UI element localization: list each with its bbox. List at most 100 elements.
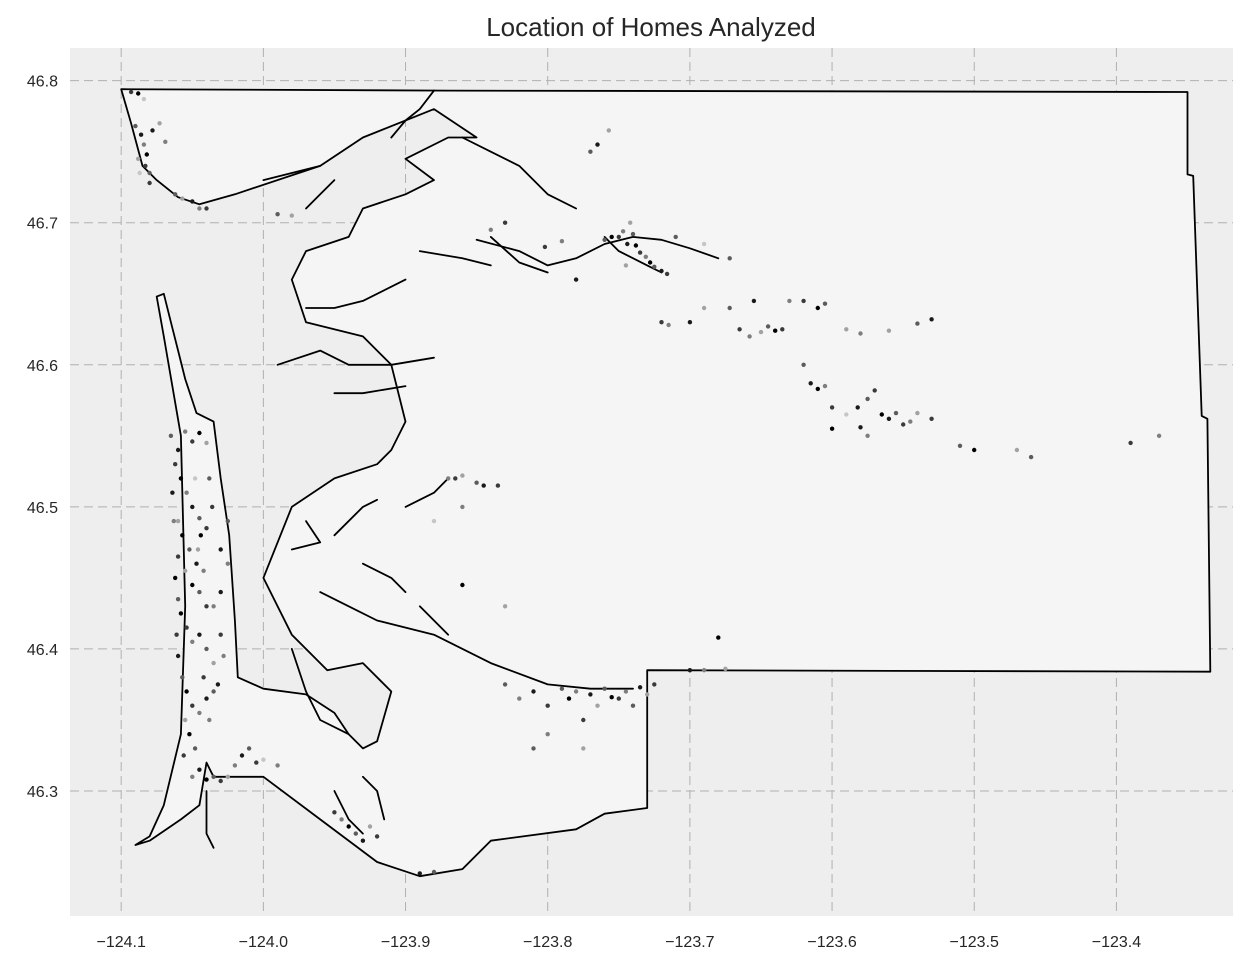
home-point bbox=[170, 490, 175, 495]
home-point bbox=[573, 277, 579, 282]
home-point bbox=[197, 767, 202, 772]
home-point bbox=[431, 869, 437, 875]
home-point bbox=[225, 518, 230, 524]
home-point bbox=[190, 199, 195, 204]
home-point bbox=[204, 604, 209, 609]
home-point bbox=[801, 298, 806, 304]
home-point bbox=[595, 703, 600, 708]
home-point bbox=[1014, 447, 1020, 453]
home-point bbox=[652, 682, 657, 687]
home-point bbox=[602, 686, 607, 691]
home-point bbox=[630, 231, 636, 237]
home-point bbox=[559, 239, 565, 244]
home-point bbox=[225, 561, 230, 566]
home-point bbox=[815, 386, 820, 392]
home-point bbox=[210, 504, 215, 510]
home-point bbox=[183, 717, 188, 723]
home-point bbox=[865, 396, 870, 402]
home-point bbox=[844, 327, 849, 332]
home-point bbox=[197, 632, 202, 637]
home-point bbox=[625, 241, 630, 247]
home-point bbox=[183, 568, 188, 573]
home-point bbox=[184, 689, 189, 694]
home-point bbox=[628, 220, 633, 225]
home-point bbox=[502, 604, 508, 609]
home-point bbox=[542, 244, 548, 250]
home-point bbox=[893, 410, 899, 416]
home-point bbox=[190, 639, 195, 644]
home-point bbox=[207, 476, 212, 481]
home-point bbox=[254, 760, 259, 765]
home-point bbox=[957, 443, 963, 448]
home-point bbox=[417, 871, 422, 876]
river-line bbox=[333, 498, 379, 537]
river-line bbox=[290, 648, 350, 736]
home-point bbox=[204, 696, 209, 701]
home-point bbox=[645, 692, 650, 697]
home-point bbox=[147, 170, 152, 176]
home-point bbox=[701, 668, 707, 673]
home-point bbox=[431, 518, 437, 524]
home-point bbox=[204, 646, 209, 652]
home-point bbox=[758, 329, 764, 335]
x-tick-label: −124.1 bbox=[96, 934, 145, 951]
home-point bbox=[211, 604, 216, 609]
home-point bbox=[168, 433, 174, 438]
home-point bbox=[144, 152, 149, 157]
home-point bbox=[829, 405, 835, 410]
home-point bbox=[136, 156, 141, 161]
home-point bbox=[865, 433, 870, 438]
home-point bbox=[687, 320, 693, 325]
x-tick-label: −123.6 bbox=[807, 934, 856, 951]
home-point bbox=[190, 774, 195, 779]
river-line bbox=[361, 775, 386, 821]
home-point bbox=[190, 439, 195, 444]
river-line bbox=[418, 605, 450, 636]
home-point bbox=[147, 180, 152, 186]
home-point bbox=[595, 142, 600, 147]
home-point bbox=[187, 732, 192, 737]
home-point bbox=[727, 256, 732, 261]
x-tick-label: −123.5 bbox=[950, 934, 999, 951]
home-point bbox=[204, 526, 209, 531]
home-point bbox=[183, 429, 188, 434]
river-line bbox=[333, 385, 407, 395]
river-line bbox=[390, 89, 435, 139]
home-point bbox=[184, 490, 189, 495]
home-point bbox=[630, 703, 636, 708]
home-point bbox=[143, 163, 148, 169]
home-point bbox=[616, 234, 621, 240]
home-point bbox=[460, 582, 465, 588]
home-point bbox=[215, 682, 221, 687]
y-tick-label: 46.4 bbox=[27, 642, 58, 659]
home-point bbox=[190, 582, 195, 588]
home-point bbox=[623, 263, 629, 268]
home-point bbox=[808, 381, 813, 386]
home-point bbox=[502, 682, 508, 687]
home-point bbox=[137, 170, 142, 176]
home-point bbox=[138, 132, 144, 137]
river-line bbox=[262, 164, 322, 182]
home-point bbox=[559, 686, 565, 691]
home-point bbox=[180, 675, 185, 680]
y-tick-label: 46.5 bbox=[27, 500, 58, 517]
home-point bbox=[929, 416, 934, 421]
home-point bbox=[204, 440, 209, 446]
home-point bbox=[374, 834, 380, 839]
home-point bbox=[829, 426, 835, 431]
home-point bbox=[879, 412, 884, 417]
home-point bbox=[446, 476, 451, 481]
home-point bbox=[633, 243, 639, 248]
home-point bbox=[637, 685, 643, 690]
home-point bbox=[246, 746, 252, 751]
home-point bbox=[128, 89, 134, 95]
home-point bbox=[275, 763, 280, 768]
home-point bbox=[1156, 433, 1162, 438]
home-point bbox=[141, 96, 147, 102]
home-point bbox=[261, 757, 266, 762]
y-tick-labels: 46.3 46.4 46.5 46.6 46.7 46.8 bbox=[27, 74, 58, 801]
home-point bbox=[716, 635, 721, 640]
home-point bbox=[765, 324, 771, 329]
home-point bbox=[488, 227, 493, 232]
